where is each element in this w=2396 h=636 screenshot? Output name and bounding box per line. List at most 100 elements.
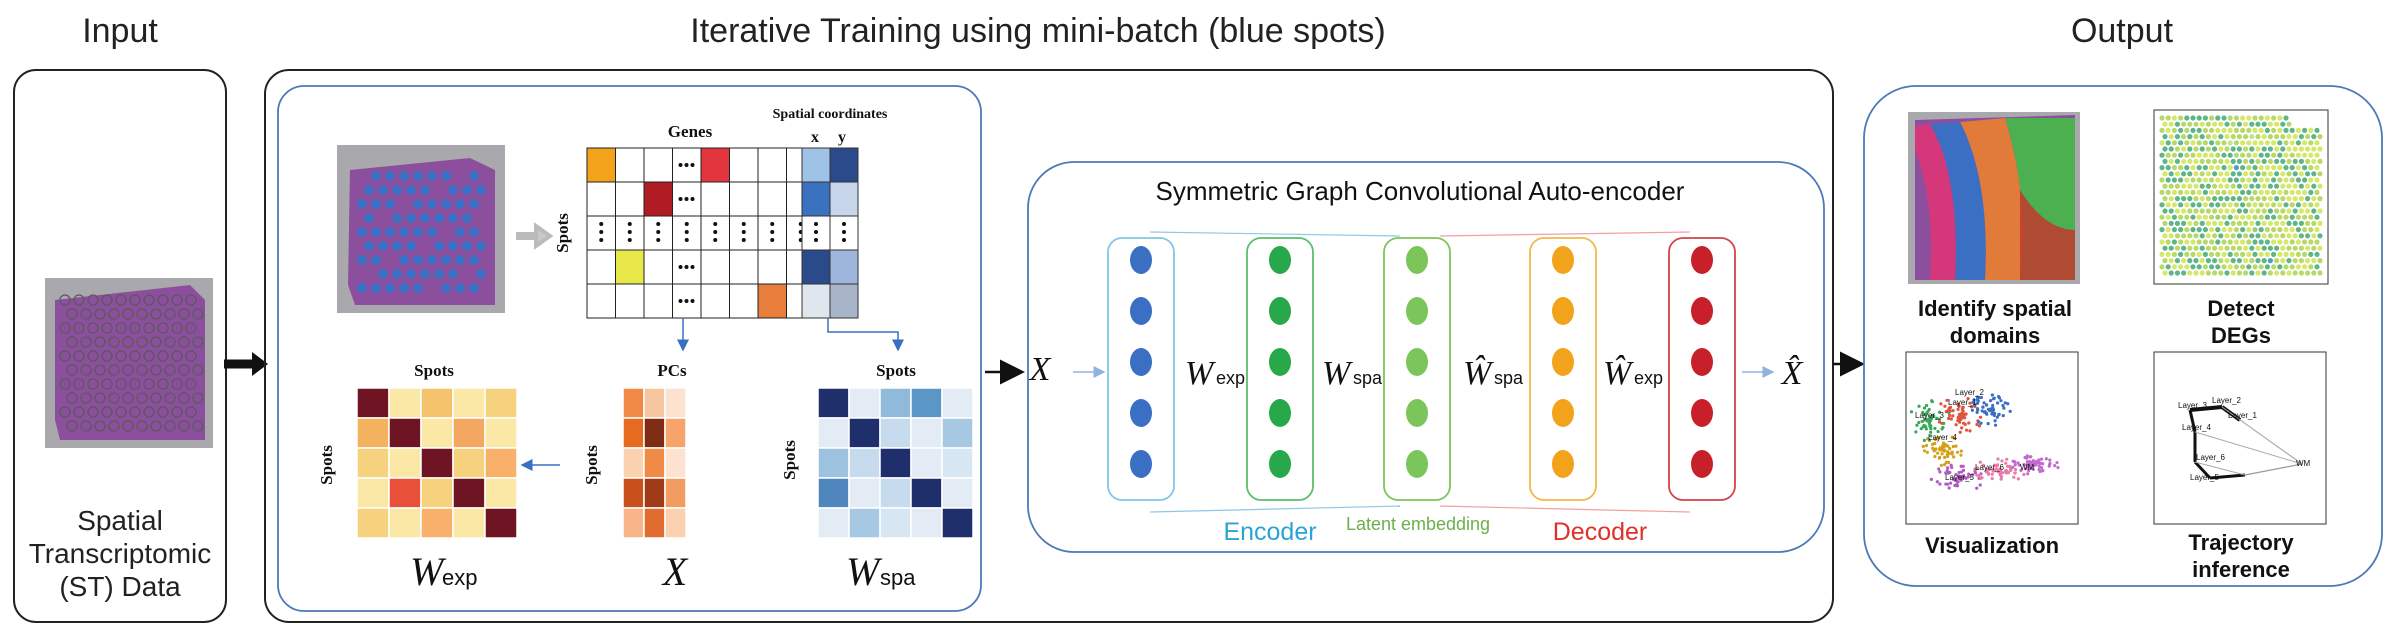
umap-point [2037, 464, 2041, 468]
umap-point [1930, 399, 1934, 403]
trajectory-graph [2188, 405, 2303, 480]
deg-spot [2255, 208, 2261, 214]
deg-spot [2277, 177, 2283, 183]
umap-point [2001, 414, 2005, 418]
umap-point [1949, 481, 1953, 485]
deg-spot [2246, 115, 2252, 121]
umap-point [1997, 412, 2001, 416]
trajectory-label: Layer_1 [2228, 411, 2257, 420]
blue-spot [392, 269, 402, 279]
deg-spot [2308, 127, 2314, 133]
deg-spot [2171, 115, 2177, 121]
spot [143, 350, 155, 362]
deg-spot [2215, 140, 2221, 146]
deg-spot [2218, 146, 2224, 152]
deg-spot [2267, 171, 2273, 177]
deg-spot [2218, 158, 2224, 164]
spot [143, 378, 155, 390]
deg-spot [2221, 227, 2227, 233]
deg-spot [2243, 183, 2249, 189]
deg-spot [2314, 202, 2320, 208]
w-spa-cell [817, 507, 850, 539]
deg-spot [2205, 134, 2211, 140]
spot [157, 322, 169, 334]
blue-spot [441, 255, 451, 265]
deg-spot [2190, 227, 2196, 233]
deg-spot [2215, 202, 2221, 208]
spatial-coordinate-matrix [801, 147, 859, 319]
deg-spot [2162, 183, 2168, 189]
blue-spot [413, 227, 423, 237]
deg-spot [2199, 121, 2205, 127]
neuron [1269, 399, 1291, 427]
deg-spot [2193, 158, 2199, 164]
blue-spot [434, 241, 444, 251]
umap-point [1929, 430, 1933, 434]
deg-spot [2295, 140, 2301, 146]
coord-cell [801, 147, 831, 183]
deg-spot [2243, 270, 2249, 276]
umap-point [1999, 475, 2004, 479]
spot [87, 350, 99, 362]
deg-spot [2314, 127, 2320, 133]
blue-spot [399, 255, 409, 265]
w-exp-cell [356, 507, 390, 539]
deg-spot [2205, 233, 2211, 239]
ellipsis-dot [713, 238, 718, 242]
deg-spot [2246, 189, 2252, 195]
umap-label: Layer_1 [1948, 398, 1977, 407]
deg-spot [2218, 270, 2224, 276]
ellipsis-dot [690, 299, 695, 303]
deg-spot [2274, 146, 2280, 152]
deg-spot [2258, 251, 2264, 257]
deg-spot [2187, 158, 2193, 164]
deg-spot [2286, 158, 2292, 164]
y-coord-label: y [838, 129, 846, 146]
deg-spot [2174, 233, 2180, 239]
deg-spot [2205, 208, 2211, 214]
deg-spot [2255, 171, 2261, 177]
deg-spot [2184, 152, 2190, 158]
deg-spot [2193, 183, 2199, 189]
deg-spot [2258, 177, 2264, 183]
spots-label-gene-matrix: Spots [553, 213, 572, 253]
gene-cell [586, 147, 616, 183]
deg-spot [2218, 183, 2224, 189]
deg-spot [2280, 134, 2286, 140]
deg-spot [2271, 264, 2277, 270]
spot [136, 364, 148, 376]
deg-spot [2227, 202, 2233, 208]
deg-spot [2230, 183, 2236, 189]
umap-point [2013, 471, 2017, 475]
w-spa-cell [848, 387, 881, 419]
deg-spot [2283, 189, 2289, 195]
umap-point [1933, 426, 1937, 430]
w-exp-cell [356, 447, 390, 479]
spot [73, 322, 85, 334]
deg-spot [2252, 115, 2258, 121]
deg-spot [2187, 245, 2193, 251]
deg-spot [2314, 227, 2320, 233]
umap-point [1920, 419, 1924, 424]
detect-degs-image [2153, 109, 2329, 285]
w-spa-cell [848, 417, 881, 449]
deg-spot [2184, 165, 2190, 171]
deg-spot [2190, 127, 2196, 133]
svg-text:spa: spa [1494, 368, 1524, 388]
trajectory-inference-line-2: inference [2192, 557, 2290, 582]
deg-spot [2252, 165, 2258, 171]
gene-cell [586, 181, 616, 217]
pcs-cell [643, 447, 666, 479]
deg-spot [2212, 233, 2218, 239]
deg-spot [2236, 220, 2242, 226]
umap-point [1988, 408, 1992, 412]
spot [178, 392, 190, 404]
deg-spot [2255, 158, 2261, 164]
deg-spot [2159, 165, 2165, 171]
deg-spot [2240, 177, 2246, 183]
deg-spot [2302, 251, 2308, 257]
deg-spot [2202, 251, 2208, 257]
umap-point [1929, 477, 1933, 481]
deg-spot [2190, 189, 2196, 195]
trajectory-inference-line-1: Trajectory [2188, 530, 2294, 555]
